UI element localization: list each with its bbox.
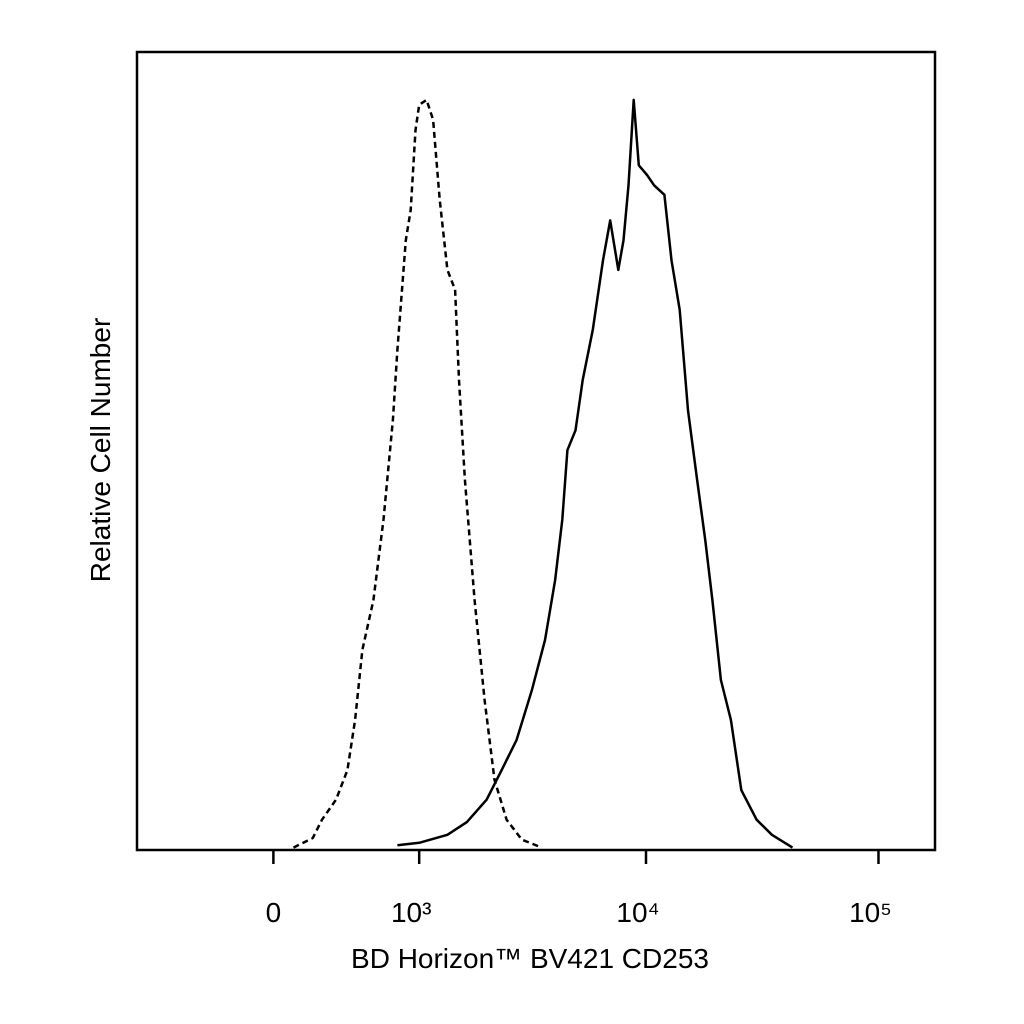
x-tick-label: 0 xyxy=(266,897,282,928)
x-tick-label: 10³ xyxy=(391,897,431,928)
x-axis-label: BD Horizon™ BV421 CD253 xyxy=(351,943,709,974)
histogram-line xyxy=(397,98,794,849)
histogram-line xyxy=(292,98,543,849)
plot-frame xyxy=(135,50,937,852)
x-tick-label: 10⁵ xyxy=(849,897,892,928)
y-axis-label: Relative Cell Number xyxy=(85,318,116,583)
x-tick-label: 10⁴ xyxy=(616,897,659,928)
